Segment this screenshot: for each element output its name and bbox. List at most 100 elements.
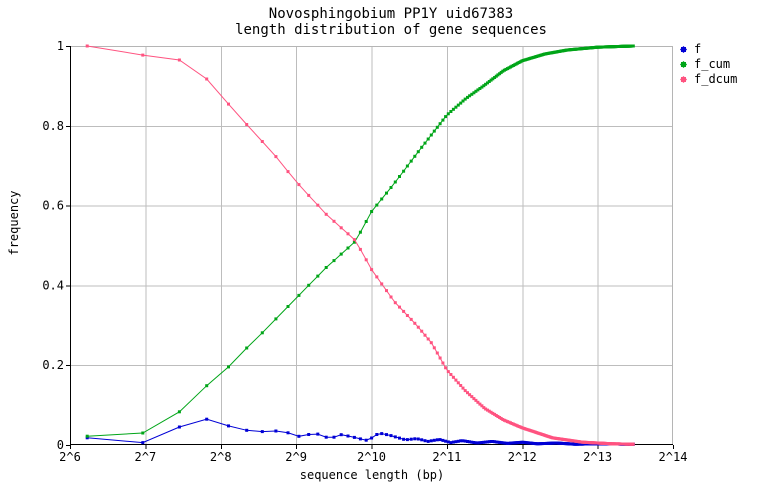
data-point-f_dcum	[494, 414, 498, 417]
data-point-f_cum	[416, 150, 420, 154]
series-markers-f_cum	[85, 44, 635, 438]
data-point-f_dcum	[389, 295, 393, 299]
data-point-f_dcum	[631, 442, 635, 446]
data-point-f_dcum	[493, 412, 497, 416]
data-point-f_cum	[478, 87, 482, 90]
data-point-f	[438, 438, 442, 442]
data-point-f	[446, 440, 450, 444]
data-point-f_cum	[444, 115, 448, 119]
data-point-f	[402, 437, 406, 441]
x-tick-label: 2^14	[659, 450, 688, 464]
data-point-f	[339, 433, 343, 437]
data-point-f	[352, 435, 356, 439]
data-point-f_cum	[631, 44, 635, 48]
data-point-f	[441, 438, 445, 442]
data-point-f	[496, 440, 500, 444]
series-line-f_cum	[87, 45, 634, 437]
data-point-f_dcum	[364, 258, 368, 262]
data-point-f_cum	[426, 137, 430, 141]
data-point-f	[85, 436, 89, 440]
data-point-f_dcum	[324, 212, 328, 216]
data-point-f_cum	[480, 85, 484, 89]
data-point-f_dcum	[463, 389, 467, 393]
y-tick-label: 0.6	[42, 199, 64, 213]
data-point-f_cum	[227, 365, 230, 369]
data-point-f_cum	[484, 82, 488, 86]
data-point-f_cum	[498, 72, 502, 76]
data-point-f	[380, 432, 384, 436]
data-point-f_cum	[389, 186, 393, 189]
legend-label-f: f	[694, 42, 702, 56]
data-point-f	[449, 441, 453, 445]
data-point-f_dcum	[444, 366, 448, 370]
data-point-f_cum	[429, 133, 433, 137]
data-point-f_dcum	[474, 398, 478, 402]
data-point-f_cum	[461, 99, 465, 103]
data-point-f	[494, 440, 498, 444]
data-point-f	[205, 417, 209, 421]
data-point-f_dcum	[456, 381, 460, 385]
data-point-f	[484, 440, 488, 444]
data-point-f_cum	[370, 210, 374, 213]
data-point-f	[316, 432, 320, 436]
data-point-f	[358, 437, 362, 441]
data-point-f	[491, 440, 495, 443]
data-point-f_dcum	[316, 203, 320, 207]
x-tick-label: 2^10	[357, 450, 386, 464]
data-point-f	[461, 439, 465, 443]
data-point-f_cum	[441, 118, 445, 122]
legend-item-f-cum: f_cum	[679, 57, 737, 72]
data-point-f_cum	[385, 191, 388, 195]
data-point-f_dcum	[297, 183, 301, 187]
data-point-f	[274, 429, 278, 433]
data-point-f_dcum	[370, 268, 374, 272]
x-tick-label: 2^6	[59, 450, 81, 464]
data-point-f	[476, 441, 480, 445]
data-point-f_dcum	[484, 407, 488, 411]
data-point-f	[426, 439, 430, 443]
data-point-f_cum	[364, 220, 368, 223]
data-point-f_dcum	[459, 384, 463, 387]
data-point-f_dcum	[476, 400, 480, 404]
y-tick-label: 0.2	[42, 358, 64, 372]
data-point-f_cum	[494, 74, 498, 78]
legend-label-f-dcum: f_dcum	[694, 72, 738, 86]
legend-item-f: f	[679, 42, 737, 57]
y-tick-label: 0.8	[42, 119, 64, 133]
data-point-f_cum	[332, 259, 336, 263]
data-point-f_dcum	[482, 406, 486, 410]
data-point-f_cum	[393, 180, 397, 184]
data-point-f_cum	[85, 434, 89, 438]
data-point-f_dcum	[472, 397, 476, 401]
legend-label-f-cum: f_cum	[694, 57, 731, 71]
data-point-f_dcum	[491, 411, 495, 415]
data-point-f_dcum	[413, 321, 417, 325]
data-point-f_cum	[493, 76, 497, 79]
data-point-f_cum	[260, 331, 264, 335]
data-point-f_dcum	[504, 419, 508, 423]
data-point-f	[324, 435, 328, 439]
data-point-f_cum	[405, 164, 409, 168]
data-point-f_dcum	[470, 395, 474, 399]
data-point-f	[346, 434, 350, 438]
data-point-f	[260, 430, 264, 434]
data-point-f_cum	[307, 283, 311, 287]
data-point-f_dcum	[466, 391, 469, 395]
data-point-f_dcum	[501, 418, 505, 421]
data-point-f	[429, 439, 433, 443]
data-point-f_cum	[446, 112, 450, 116]
data-point-f_dcum	[398, 305, 401, 309]
data-point-f_dcum	[420, 329, 424, 333]
data-point-f	[499, 441, 503, 445]
data-point-f_dcum	[375, 275, 379, 279]
data-point-f_cum	[432, 129, 436, 133]
legend-marker-f-cum-icon	[679, 60, 688, 69]
data-point-f_dcum	[454, 378, 458, 382]
data-point-f_cum	[409, 159, 413, 163]
data-point-f	[493, 440, 497, 444]
data-point-f_cum	[380, 197, 384, 201]
data-point-f	[486, 440, 489, 444]
data-point-f	[444, 439, 448, 443]
data-point-f_cum	[470, 92, 474, 96]
